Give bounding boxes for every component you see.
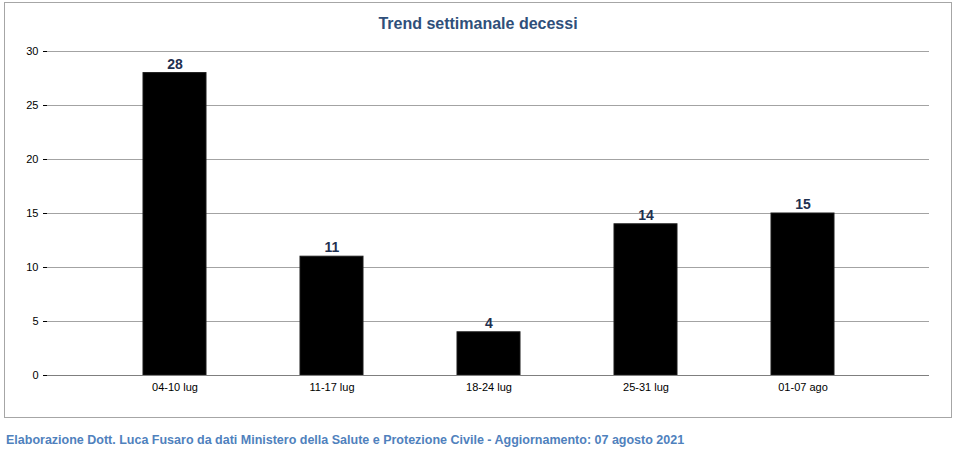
svg-text:25-31 lug: 25-31 lug [623,381,669,393]
svg-text:15: 15 [795,196,811,212]
svg-text:4: 4 [485,315,493,331]
svg-text:20: 20 [26,153,38,165]
html-text:Elaborazione Dott. Luca Fusaro: Elaborazione Dott. Luca Fusaro da dati M… [6,433,685,447]
svg-text:10: 10 [26,261,38,273]
svg-text:18-24 lug: 18-24 lug [466,381,512,393]
svg-text:14: 14 [638,207,654,223]
svg-text:25: 25 [26,99,38,111]
html-text:Trend settimanale decessi: Trend settimanale decessi [378,15,578,32]
svg-text:30: 30 [26,45,38,57]
svg-text:28: 28 [167,56,183,72]
svg-text:5: 5 [32,315,38,327]
svg-text:15: 15 [26,207,38,219]
svg-text:11-17 lug: 11-17 lug [309,381,354,393]
svg-text:01-07 ago: 01-07 ago [778,381,828,393]
svg-text:0: 0 [32,369,38,381]
svg-text:04-10 lug: 04-10 lug [152,381,198,393]
svg-text:11: 11 [325,239,340,255]
